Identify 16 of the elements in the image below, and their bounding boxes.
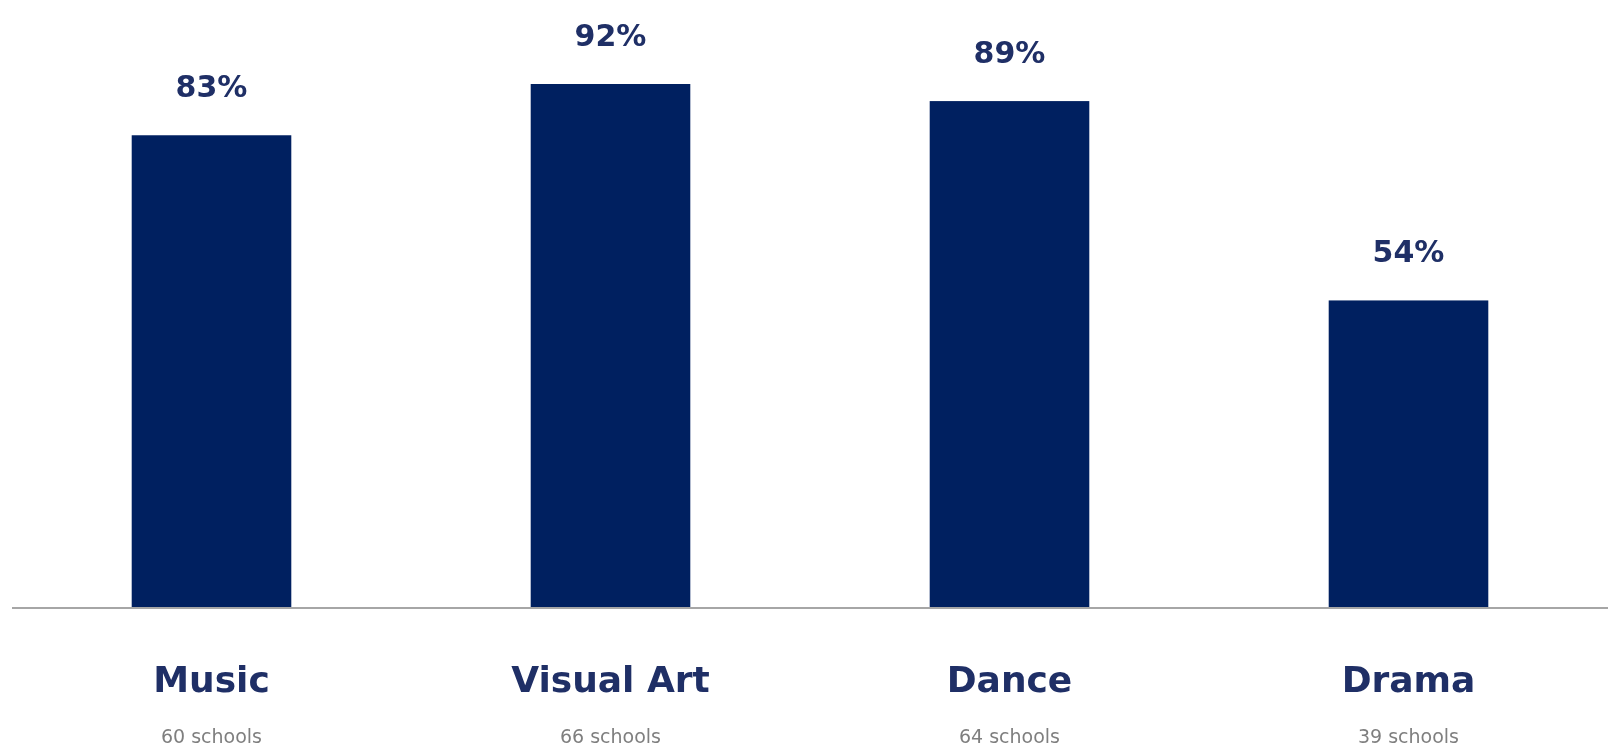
bar [530,84,691,608]
bar [131,135,292,608]
data-label: 92% [574,18,647,53]
text: 39 schools [1357,725,1460,747]
data-label: 83% [175,69,248,105]
text: 60 schools [160,725,263,747]
bar [1328,300,1489,608]
x-tick-label: Dance [946,659,1073,700]
bar [929,101,1090,608]
text: 64 schools [958,725,1061,747]
text: 66 schools [559,725,662,747]
data-label: 54% [1372,234,1445,270]
x-tick-label: Visual Art [511,659,710,700]
x-tick-label: Music [153,659,270,700]
data-label: 89% [973,35,1046,71]
x-tick-label: Drama [1341,659,1476,700]
